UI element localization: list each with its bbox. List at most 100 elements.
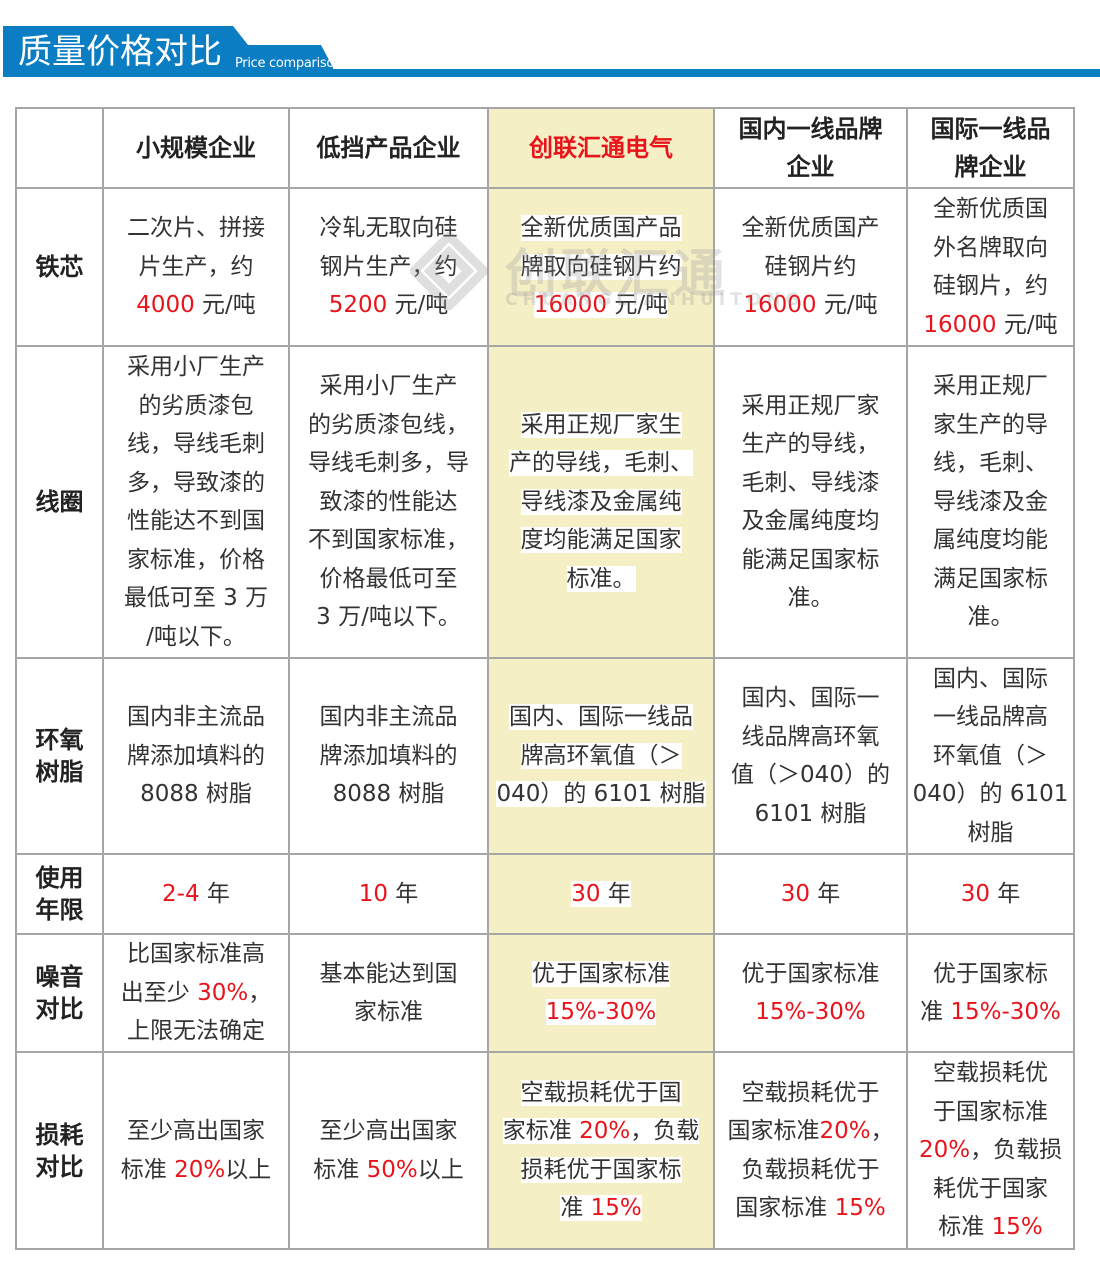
- table-cell: 10 年: [288, 853, 489, 935]
- cell-text: 国内、国际一 线品牌高环氧 值（＞040）的 6101 树脂: [731, 685, 890, 827]
- highlight-value: 20%: [579, 1118, 631, 1144]
- cell-text: 元/吨: [194, 292, 256, 319]
- highlight-value: 16000: [923, 311, 997, 338]
- cell-text: 采用正规厂家生 产的导线，毛刺、 导线漆及金属纯 度均能满足国家 标准。: [509, 411, 693, 592]
- table-cell: 30 年: [487, 853, 715, 935]
- table-cell: 采用小厂生产 的劣质漆包线， 导线毛刺多，导 致漆的性能达 不到国家标准， 价格…: [288, 345, 489, 659]
- highlight-value: 30%: [197, 979, 249, 1006]
- cell-text: 优于国家标 准: [920, 960, 1048, 1026]
- column-header-label: 国际一线品 牌企业: [930, 115, 1051, 181]
- row-header-label: 环氧 树脂: [35, 726, 84, 786]
- highlight-value: 20%: [819, 1118, 871, 1144]
- cell-text: 基本能达到国 家标准: [319, 960, 458, 1026]
- table-cell: 全新优质国产 硅钢片约 16000 元/吨: [713, 187, 908, 347]
- table-cell: 优于国家标 准 15%-30%: [906, 933, 1075, 1053]
- column-header-label: 小规模企业: [136, 134, 256, 162]
- table-row: 铁芯 二次片、拼接 片生产，约 4000 元/吨 冷轧无取向硅 钢片生产，约 520…: [15, 187, 1075, 347]
- table-row: 损耗 对比 至少高出国家 标准 20%以上 至少高出国家 标准 50%以上 空载损耗优…: [15, 1051, 1075, 1250]
- table-cell: 2-4 年: [102, 853, 290, 935]
- table-row: 噪音 对比 比国家标准高 出至少 30%， 上限无法确定 基本能达到国 家标准 优于国…: [15, 933, 1075, 1053]
- page-subtitle: Price comparison: [235, 56, 342, 71]
- cell-text: 国内、国际 一线品牌高 环氧值（＞ 040）的 6101 树脂: [912, 665, 1069, 846]
- table-cell: 冷轧无取向硅 钢片生产，约 5200 元/吨: [288, 187, 489, 347]
- table-cell: 国内非主流品 牌添加填料的 8088 树脂: [102, 657, 290, 855]
- row-header: 使用 年限: [15, 853, 104, 935]
- row-header-label: 线圈: [35, 488, 84, 516]
- page-title: 质量价格对比: [18, 32, 222, 72]
- column-header: 小规模企业: [102, 107, 290, 189]
- highlight-value: 2-4: [162, 880, 200, 907]
- table-cell: 采用正规厂家 生产的导线， 毛刺、导线漆 及金属纯度均 能满足国家标 准。: [713, 345, 908, 659]
- cell-text: 以上: [417, 1156, 464, 1183]
- cell-text: ， 负载损耗优于 国家标准: [735, 1118, 894, 1221]
- row-header-label: 使用 年限: [35, 864, 84, 924]
- column-header: 国际一线品 牌企业: [906, 107, 1075, 189]
- table-row: 环氧 树脂 国内非主流品 牌添加填料的 8088 树脂 国内非主流品 牌添加填料的 …: [15, 657, 1075, 855]
- cell-text: 元/吨: [607, 292, 669, 319]
- column-header-label: 创联汇通电气: [529, 134, 673, 162]
- column-header-label: 国内一线品牌 企业: [738, 115, 883, 181]
- highlight-value: 10: [358, 880, 388, 907]
- cell-text: 优于国家标准: [532, 960, 670, 987]
- table-cell: 采用正规厂家生 产的导线，毛刺、 导线漆及金属纯 度均能满足国家 标准。: [487, 345, 715, 659]
- row-header-label: 铁芯: [35, 253, 84, 281]
- column-header: 创联汇通电气: [487, 107, 715, 189]
- highlight-value: 16000: [743, 292, 817, 319]
- cell-text: 比国家标准高 出至少: [120, 941, 265, 1006]
- cell-text: 至少高出国家 标准: [120, 1118, 265, 1183]
- cell-text: ， 上限无法确定: [127, 979, 272, 1045]
- table-cell: 采用小厂生产 的劣质漆包 线，导线毛刺 多，导致漆的 性能达不到国 家标准，价格…: [102, 345, 290, 659]
- column-header: 国内一线品牌 企业: [713, 107, 908, 189]
- cell-text: 采用小厂生产 的劣质漆包 线，导线毛刺 多，导致漆的 性能达不到国 家标准，价格…: [123, 354, 269, 650]
- table-cell: 30 年: [906, 853, 1075, 935]
- cell-text: 年: [199, 880, 230, 907]
- table-cell: 国内、国际一 线品牌高环氧 值（＞040）的 6101 树脂: [713, 657, 908, 855]
- table-cell: 采用正规厂 家生产的导 线，毛刺、 导线漆及金 属纯度均能 满足国家标 准。: [906, 345, 1075, 659]
- highlight-value: 4000: [136, 292, 195, 319]
- row-header: 噪音 对比: [15, 933, 104, 1053]
- cell-text: 采用正规厂家 生产的导线， 毛刺、导线漆 及金属纯度均 能满足国家标 准。: [741, 392, 880, 612]
- highlight-value: 20%: [918, 1137, 971, 1164]
- cell-text: 国内非主流品 牌添加填料的 8088 树脂: [127, 704, 265, 808]
- row-header: 铁芯: [15, 187, 104, 347]
- row-header-label: 损耗 对比: [35, 1120, 84, 1181]
- cell-text: 年: [600, 880, 631, 907]
- cell-text: 全新优质国产品 牌取向硅钢片约: [520, 215, 682, 280]
- table-cell: 二次片、拼接 片生产，约 4000 元/吨: [102, 187, 290, 347]
- table-cell: 空载损耗优于 国家标准20%， 负载损耗优于 国家标准 15%: [713, 1051, 908, 1250]
- cell-text: 至少高出国家 标准: [313, 1118, 458, 1183]
- cell-text: 全新优质国产 硅钢片约: [741, 215, 880, 280]
- table-cell: 全新优质国产品 牌取向硅钢片约 16000 元/吨: [487, 187, 715, 347]
- cell-text: 元/吨: [996, 311, 1058, 338]
- table-cell: 国内、国际 一线品牌高 环氧值（＞ 040）的 6101 树脂: [906, 657, 1075, 855]
- highlight-value: 50%: [366, 1156, 418, 1183]
- cell-text: 优于国家标准: [741, 960, 880, 987]
- cell-text: 采用小厂生产 的劣质漆包线， 导线毛刺多，导 致漆的性能达 不到国家标准， 价格…: [308, 373, 469, 631]
- table-cell: 国内、国际一线品 牌高环氧值（＞ 040）的 6101 树脂: [487, 657, 715, 855]
- table-cell: 基本能达到国 家标准: [288, 933, 489, 1053]
- cell-text: 空载损耗优于 国家标准: [727, 1079, 880, 1145]
- cell-text: 年: [809, 880, 841, 907]
- header-row: 小规模企业 低挡产品企业 创联汇通电气 国内一线品牌 企业 国际一线品 牌企业: [15, 107, 1075, 189]
- cell-text: 冷轧无取向硅 钢片生产，约: [319, 215, 458, 280]
- cell-text: 空载损耗优 于国家标准: [933, 1060, 1048, 1125]
- cell-text: 以上: [225, 1156, 272, 1183]
- highlight-value: 30: [780, 880, 810, 907]
- table-cell: 比国家标准高 出至少 30%， 上限无法确定: [102, 933, 290, 1053]
- cell-text: 国内、国际一线品 牌高环氧值（＞ 040）的 6101 树脂: [496, 704, 706, 808]
- header-rule: [3, 69, 1100, 77]
- row-header: 损耗 对比: [15, 1051, 104, 1250]
- table-row: 使用 年限 2-4 年 10 年 30 年 30 年 30 年: [15, 853, 1075, 935]
- cell-text: ，负载损 耗优于国家 标准: [933, 1137, 1063, 1241]
- comparison-table: 小规模企业 低挡产品企业 创联汇通电气 国内一线品牌 企业 国际一线品 牌企业 铁芯 二次片…: [15, 107, 1075, 1250]
- highlight-value: 15%-30%: [950, 999, 1061, 1025]
- table-cell: 至少高出国家 标准 50%以上: [288, 1051, 489, 1250]
- highlight-value: 15%-30%: [755, 999, 866, 1025]
- table-cell: 空载损耗优 于国家标准 20%，负载损 耗优于国家 标准 15%: [906, 1051, 1075, 1250]
- table-cell: 优于国家标准 15%-30%: [713, 933, 908, 1053]
- table-cell: 优于国家标准 15%-30%: [487, 933, 715, 1053]
- cell-text: 元/吨: [387, 292, 449, 319]
- row-header-label: 噪音 对比: [35, 963, 84, 1023]
- highlight-value: 15%: [590, 1195, 642, 1221]
- highlight-value: 20%: [174, 1156, 226, 1183]
